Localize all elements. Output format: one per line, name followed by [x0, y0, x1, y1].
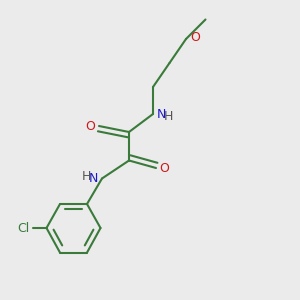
Text: Cl: Cl: [17, 221, 29, 235]
Text: H: H: [82, 169, 92, 183]
Text: H: H: [164, 110, 173, 124]
Text: O: O: [85, 119, 95, 133]
Text: N: N: [89, 172, 98, 185]
Text: O: O: [190, 31, 200, 44]
Text: O: O: [160, 161, 170, 175]
Text: N: N: [157, 107, 166, 121]
